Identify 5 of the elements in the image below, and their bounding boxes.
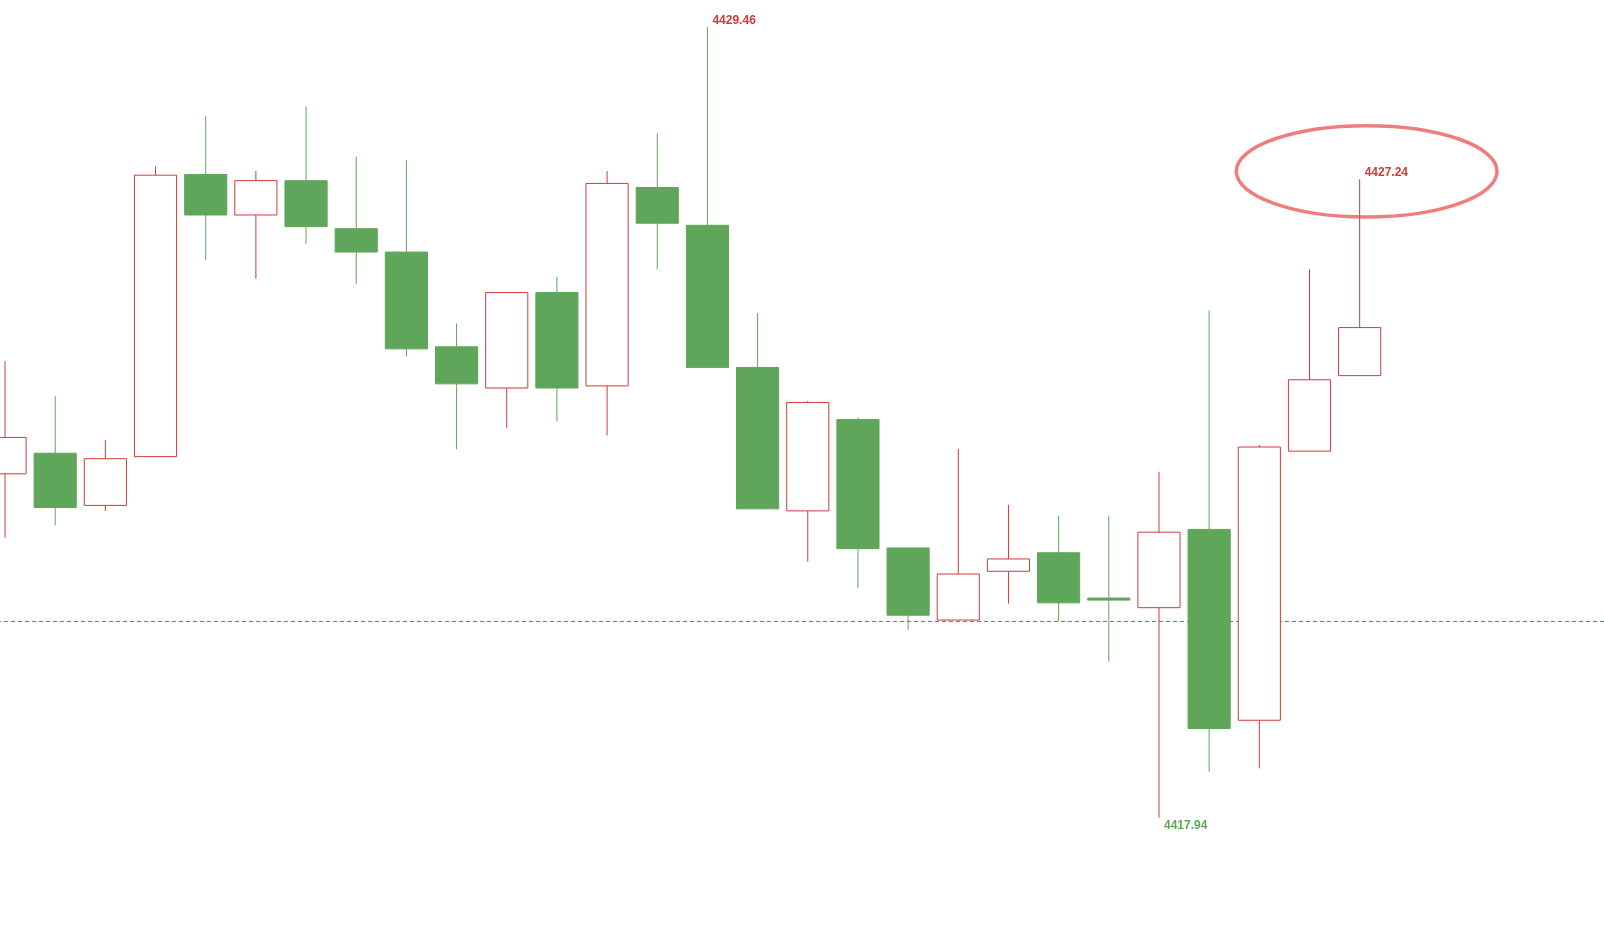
text: 4429.46 bbox=[712, 12, 757, 27]
text: 4417.94 bbox=[1163, 817, 1208, 832]
candlestick bbox=[1087, 515, 1131, 663]
annotation: 4427.24 bbox=[1364, 165, 1409, 180]
candlestick bbox=[986, 504, 1031, 605]
